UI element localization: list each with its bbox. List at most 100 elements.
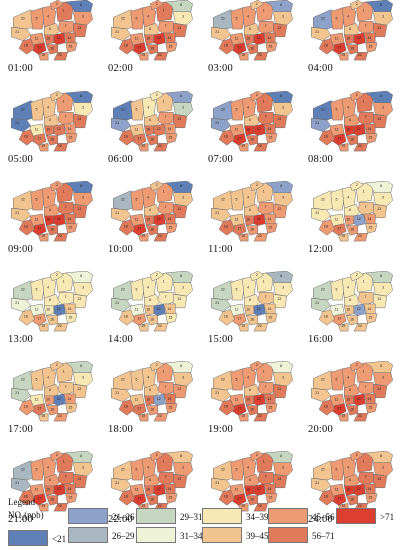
district-label: 2 [256, 2, 258, 6]
district-label: 8 [380, 184, 382, 188]
district-label: 5 [236, 287, 238, 291]
district-label: 7 [365, 115, 367, 119]
district-2 [49, 271, 65, 281]
district-label: 1 [363, 460, 365, 464]
district-label: 10 [146, 218, 150, 222]
time-label: 16:00 [308, 334, 333, 345]
district-label: 5 [236, 197, 238, 201]
district-label: 22 [321, 467, 325, 471]
district-13 [373, 293, 388, 309]
district-label: 20 [358, 504, 362, 508]
time-label: 07:00 [208, 154, 233, 165]
district-label: 14 [68, 397, 72, 401]
district-15 [265, 223, 278, 234]
district-label: 8 [180, 364, 182, 368]
district-label: 20 [158, 53, 162, 57]
district-12 [353, 213, 366, 226]
district-12 [353, 483, 366, 496]
district-15 [65, 493, 78, 504]
district-label: 2 [56, 183, 58, 187]
district-label: 12 [57, 487, 61, 491]
district-20 [253, 323, 268, 332]
district-label: 6 [149, 27, 151, 31]
district-label: 5 [136, 377, 138, 381]
district-21 [111, 297, 132, 312]
district-label: 21 [215, 481, 219, 485]
district-label: 10 [146, 128, 150, 132]
district-label: 20 [358, 234, 362, 238]
district-20 [53, 143, 68, 152]
district-label: 18 [24, 225, 28, 229]
district-label: 6 [49, 208, 51, 212]
district-label: 18 [24, 495, 28, 499]
district-20 [53, 323, 68, 332]
district-label: 1 [363, 100, 365, 104]
district-label: 4 [47, 375, 49, 379]
time-label: 08:00 [308, 154, 333, 165]
map-panel: 22 21 5 4 1 8 2 3 6 7 13 11 10 12 14 17 18 15 16 19 20 07:00 [204, 91, 300, 177]
time-label: 13:00 [8, 334, 33, 345]
district-label: 7 [365, 385, 367, 389]
district-label: 11 [235, 398, 239, 402]
district-label: 22 [221, 467, 225, 471]
district-3 [373, 192, 393, 207]
district-5 [130, 278, 145, 301]
legend-label: 31–34 [180, 531, 203, 541]
district-15 [365, 493, 378, 504]
district-18 [218, 399, 235, 416]
district-4 [42, 276, 57, 299]
district-label: 2 [156, 453, 158, 457]
district-1 [355, 1, 374, 22]
district-label: 14 [368, 397, 372, 401]
district-label: 16 [50, 497, 54, 501]
district-label: 13 [77, 477, 81, 481]
district-21 [311, 26, 332, 41]
district-2 [49, 181, 65, 191]
district-13 [173, 473, 188, 489]
district-21 [211, 297, 232, 312]
district-5 [130, 188, 145, 211]
district-label: 15 [268, 44, 272, 48]
district-label: 4 [47, 465, 49, 469]
district-label: 1 [63, 9, 65, 13]
district-label: 7 [265, 24, 267, 28]
district-label: 21 [315, 481, 319, 485]
district-label: 10 [346, 308, 350, 312]
district-label: 20 [58, 324, 62, 328]
district-label: 11 [235, 308, 239, 312]
district-20 [53, 52, 68, 61]
district-label: 11 [35, 308, 39, 312]
district-6 [244, 293, 261, 309]
district-3 [173, 102, 193, 117]
map-panel: 22 21 5 4 1 8 2 3 6 7 13 11 10 12 14 17 18 15 16 19 20 17:00 [4, 361, 100, 447]
district-19 [38, 233, 49, 242]
district-label: 5 [136, 467, 138, 471]
district-label: 11 [335, 488, 339, 492]
district-label: 2 [256, 183, 258, 187]
legend-swatch [268, 527, 308, 543]
district-6 [44, 473, 61, 489]
district-label: 16 [50, 407, 54, 411]
district-3 [173, 192, 193, 207]
district-label: 15 [368, 135, 372, 139]
district-label: 20 [258, 414, 262, 418]
legend-swatch [268, 508, 308, 524]
district-4 [42, 96, 57, 119]
district-label: 11 [335, 218, 339, 222]
district-label: 12 [157, 307, 161, 311]
district-label: 21 [215, 301, 219, 305]
district-6 [344, 22, 361, 38]
legend-unit: NO₂(ppb) [8, 510, 44, 520]
district-label: 18 [224, 135, 228, 139]
district-label: 13 [277, 207, 281, 211]
district-label: 14 [68, 217, 72, 221]
district-3 [273, 102, 293, 117]
district-label: 18 [324, 135, 328, 139]
time-label: 22:00 [108, 514, 133, 525]
district-label: 18 [224, 44, 228, 48]
district-5 [330, 7, 345, 30]
district-1 [55, 272, 74, 293]
district-19 [138, 413, 149, 422]
map-panel: 22 21 5 4 1 8 2 3 6 7 13 11 10 12 14 17 18 15 16 19 20 04:00 [304, 0, 400, 86]
